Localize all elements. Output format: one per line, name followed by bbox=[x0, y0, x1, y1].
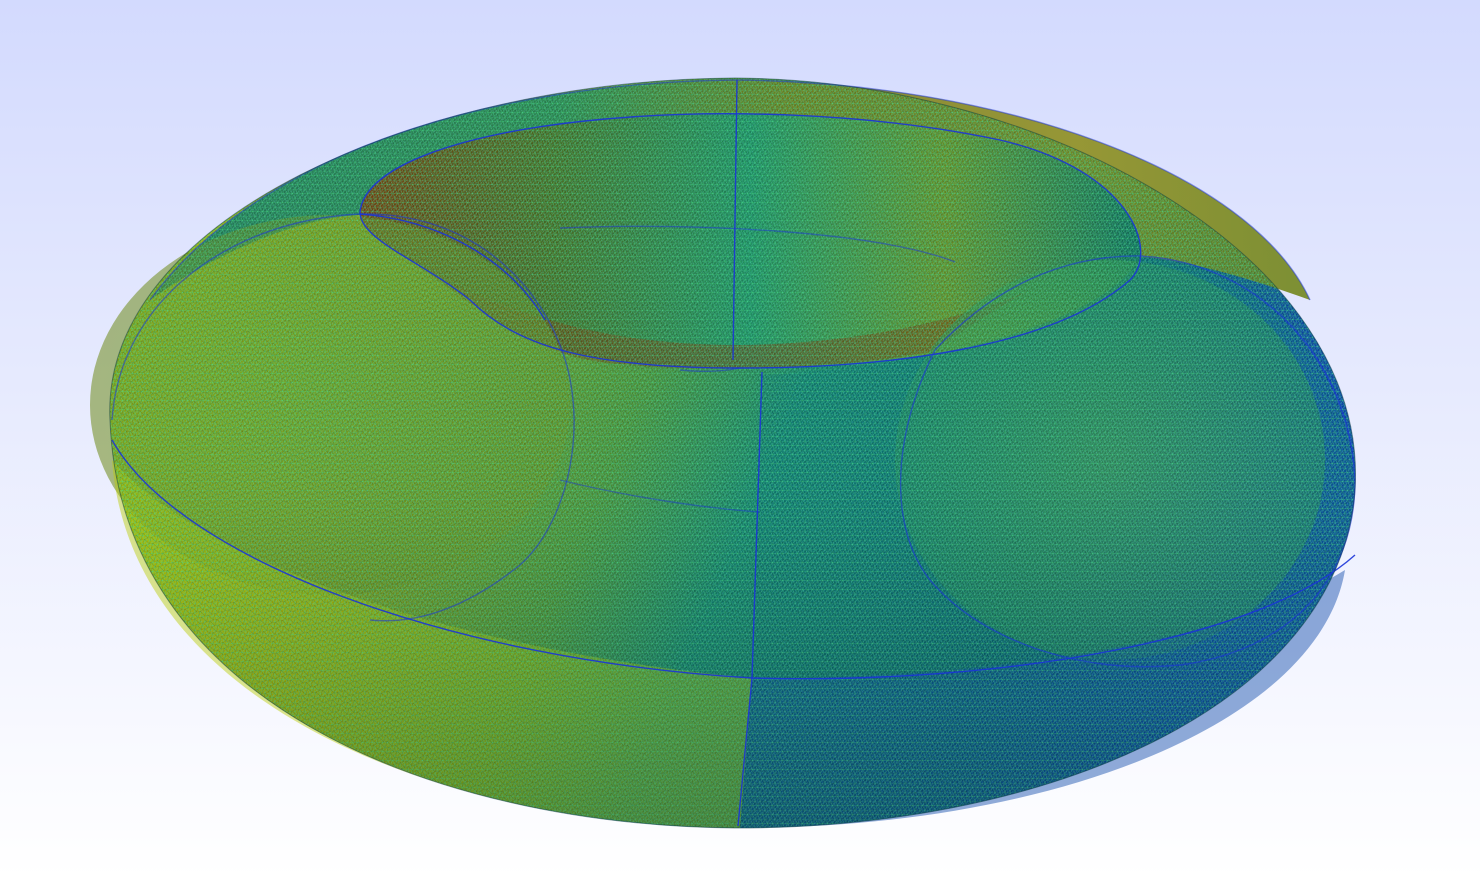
torus-silhouette bbox=[109, 77, 1356, 829]
right-section-edge bbox=[899, 255, 1356, 668]
feature-edges bbox=[111, 79, 1356, 827]
triangle-mesh-overlay bbox=[109, 78, 1356, 828]
top-rim-edge bbox=[149, 79, 1311, 301]
torus-mesh[interactable] bbox=[90, 70, 1370, 840]
left-section-edge bbox=[111, 213, 575, 622]
vertical-seam-edge bbox=[732, 79, 763, 827]
inner-rim-edge bbox=[359, 113, 1142, 369]
